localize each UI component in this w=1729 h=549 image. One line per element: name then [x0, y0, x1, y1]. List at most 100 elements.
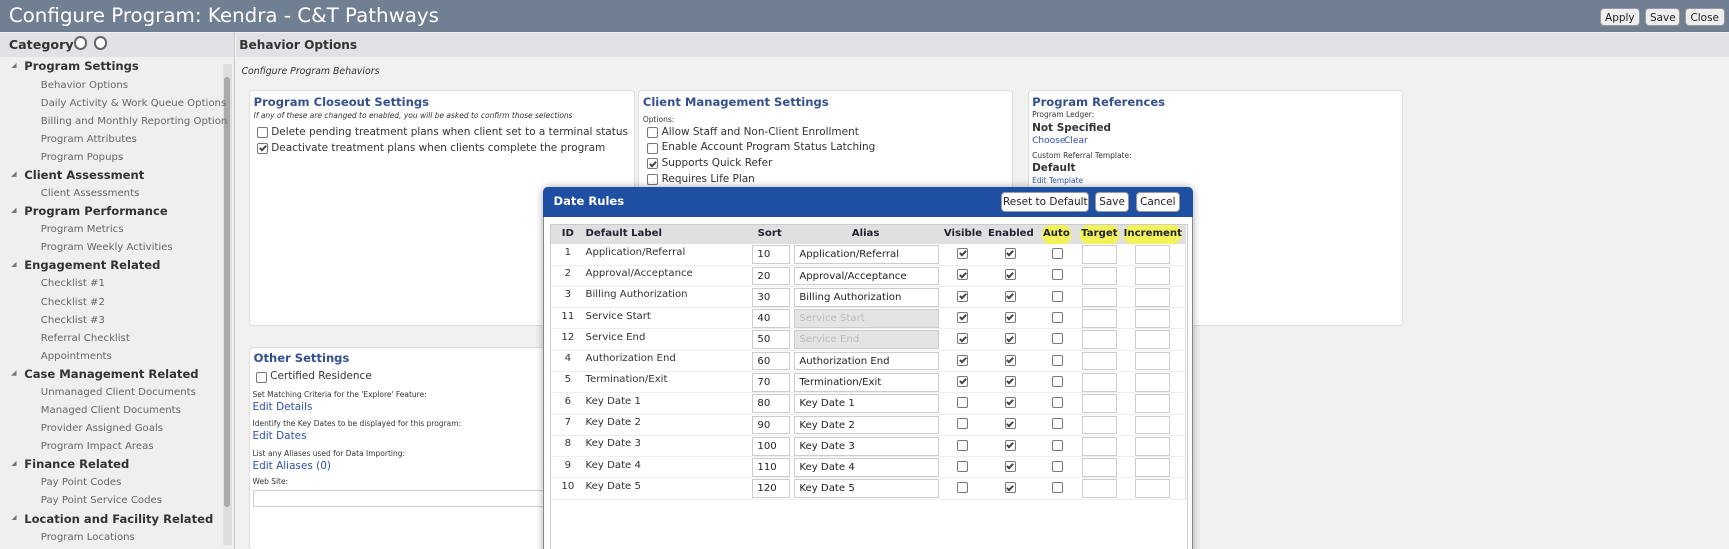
checkbox[interactable] — [1051, 269, 1063, 281]
link[interactable]: Edit Aliases (0) — [252, 459, 332, 472]
text-input[interactable]: 120 — [752, 479, 790, 499]
expand-icon[interactable] — [93, 36, 107, 50]
checkbox[interactable] — [957, 460, 969, 472]
checkbox[interactable] — [1004, 460, 1016, 472]
sidebar-item[interactable]: Provider Assigned Goals — [40, 423, 164, 435]
text-input[interactable] — [1081, 330, 1117, 350]
sidebar-group[interactable]: Location and Facility Related — [24, 511, 214, 526]
text-input[interactable] — [1081, 245, 1117, 265]
checkbox[interactable] — [1051, 439, 1063, 451]
text-input[interactable]: 40 — [752, 309, 790, 328]
sidebar-item[interactable]: Checklist #2 — [40, 296, 105, 308]
checkbox[interactable] — [957, 248, 969, 260]
sidebar-item[interactable]: Billing and Monthly Reporting Option — [40, 115, 228, 127]
text-input[interactable]: 50 — [752, 330, 790, 350]
text-input[interactable]: 20 — [752, 266, 790, 286]
sidebar-group[interactable]: Finance Related — [24, 457, 130, 472]
checkbox[interactable] — [1004, 375, 1016, 387]
sidebar-item[interactable]: Program Locations — [40, 531, 135, 543]
checkbox[interactable] — [1051, 460, 1063, 472]
text-input[interactable] — [1134, 266, 1170, 286]
checkbox[interactable] — [1051, 311, 1063, 323]
checkbox[interactable] — [957, 333, 969, 345]
checkbox[interactable] — [957, 482, 969, 494]
text-input[interactable]: Key Date 1 — [793, 394, 940, 414]
text-input[interactable] — [1081, 415, 1117, 435]
checkbox[interactable] — [1004, 333, 1016, 345]
text-input[interactable] — [1134, 458, 1170, 477]
sidebar-item[interactable]: Behavior Options — [40, 79, 129, 91]
text-input[interactable]: Billing Authorization — [793, 287, 940, 307]
text-input[interactable]: 110 — [752, 458, 790, 477]
button[interactable]: Close — [1684, 7, 1725, 27]
button[interactable]: Save — [1645, 7, 1681, 27]
text-input[interactable]: Key Date 5 — [793, 479, 940, 499]
checkbox[interactable] — [1051, 333, 1063, 345]
text-input[interactable]: 90 — [752, 415, 790, 435]
sidebar-group[interactable]: Engagement Related — [24, 258, 161, 273]
sidebar-item[interactable]: Pay Point Service Codes — [40, 495, 163, 507]
text-input[interactable] — [1081, 266, 1117, 286]
text-input[interactable] — [1134, 351, 1170, 371]
sidebar-item[interactable]: Client Assessments — [40, 188, 140, 200]
text-input[interactable]: 10 — [752, 245, 790, 265]
sidebar-group[interactable]: Program Performance — [24, 204, 168, 219]
link[interactable]: Clear — [1064, 135, 1088, 146]
checkbox[interactable] — [1051, 354, 1063, 366]
checkbox[interactable] — [1051, 418, 1063, 430]
text-input[interactable]: Authorization End — [793, 351, 940, 371]
text-input[interactable] — [1134, 415, 1170, 435]
text-input[interactable] — [1134, 479, 1170, 499]
button[interactable]: Save — [1094, 191, 1130, 212]
checkbox[interactable] — [256, 142, 268, 154]
sidebar-item[interactable]: Daily Activity & Work Queue Options — [40, 97, 227, 109]
sidebar-item[interactable]: Managed Client Documents — [40, 405, 181, 417]
checkbox[interactable] — [1051, 248, 1063, 260]
checkbox[interactable] — [647, 126, 659, 138]
checkbox[interactable] — [957, 269, 969, 281]
checkbox[interactable] — [647, 174, 659, 186]
checkbox[interactable] — [1004, 482, 1016, 494]
checkbox[interactable] — [1051, 482, 1063, 494]
checkbox[interactable] — [1004, 311, 1016, 323]
link[interactable]: Edit Dates — [252, 430, 307, 443]
text-input[interactable] — [1081, 309, 1117, 328]
text-input[interactable]: 70 — [752, 373, 790, 392]
checkbox[interactable] — [255, 371, 267, 383]
checkbox[interactable] — [256, 126, 268, 138]
checkbox[interactable] — [1004, 397, 1016, 409]
text-input[interactable]: 60 — [752, 351, 790, 371]
sidebar-item[interactable]: Program Weekly Activities — [40, 242, 173, 254]
sidebar-item[interactable]: Appointments — [40, 350, 112, 362]
sidebar-item[interactable]: Pay Point Codes — [40, 477, 122, 489]
button[interactable]: Cancel — [1135, 191, 1180, 212]
checkbox[interactable] — [1004, 354, 1016, 366]
sidebar-item[interactable]: Program Popups — [40, 151, 124, 163]
text-input[interactable] — [1081, 394, 1117, 414]
checkbox[interactable] — [957, 311, 969, 323]
text-input[interactable]: Key Date 2 — [793, 415, 940, 435]
sidebar-group[interactable]: Client Assessment — [24, 167, 145, 182]
checkbox[interactable] — [1004, 418, 1016, 430]
sidebar-group[interactable]: Case Management Related — [24, 366, 199, 381]
sidebar-item[interactable]: Program Impact Areas — [40, 441, 154, 453]
checkbox[interactable] — [957, 354, 969, 366]
text-input[interactable] — [1134, 245, 1170, 265]
sidebar-item[interactable]: Program Attributes — [40, 133, 137, 145]
button[interactable]: Reset to Default — [1001, 191, 1090, 212]
sidebar-item[interactable]: Program Metrics — [40, 224, 124, 236]
sidebar-item[interactable]: Checklist #1 — [40, 278, 105, 290]
sidebar-item[interactable]: Unmanaged Client Documents — [40, 386, 196, 398]
text-input[interactable]: Application/Referral — [793, 245, 940, 265]
text-input[interactable]: 100 — [752, 436, 790, 456]
text-input[interactable]: Termination/Exit — [793, 373, 940, 392]
checkbox[interactable] — [1004, 439, 1016, 451]
checkbox[interactable] — [1004, 290, 1016, 302]
text-input[interactable]: 80 — [752, 394, 790, 414]
text-input[interactable] — [1081, 373, 1117, 392]
text-input[interactable] — [1081, 287, 1117, 307]
checkbox[interactable] — [957, 375, 969, 387]
text-input[interactable]: 30 — [752, 287, 790, 307]
checkbox[interactable] — [957, 397, 969, 409]
sidebar-item[interactable]: Checklist #3 — [40, 314, 105, 326]
